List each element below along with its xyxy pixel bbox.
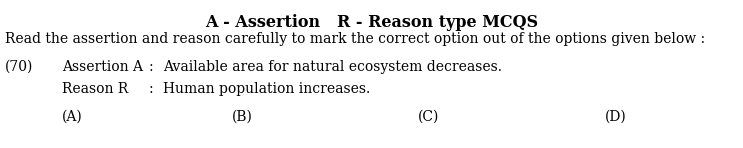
- Text: :: :: [148, 82, 152, 96]
- Text: (C): (C): [418, 110, 439, 124]
- Text: (D): (D): [605, 110, 627, 124]
- Text: A - Assertion   R - Reason type MCQS: A - Assertion R - Reason type MCQS: [205, 14, 538, 31]
- Text: (A): (A): [62, 110, 82, 124]
- Text: Available area for natural ecosystem decreases.: Available area for natural ecosystem dec…: [163, 60, 502, 74]
- Text: Reason R: Reason R: [62, 82, 129, 96]
- Text: (70): (70): [5, 60, 33, 74]
- Text: (B): (B): [232, 110, 253, 124]
- Text: :: :: [148, 60, 152, 74]
- Text: Read the assertion and reason carefully to mark the correct option out of the op: Read the assertion and reason carefully …: [5, 32, 705, 46]
- Text: Human population increases.: Human population increases.: [163, 82, 370, 96]
- Text: Assertion A: Assertion A: [62, 60, 143, 74]
